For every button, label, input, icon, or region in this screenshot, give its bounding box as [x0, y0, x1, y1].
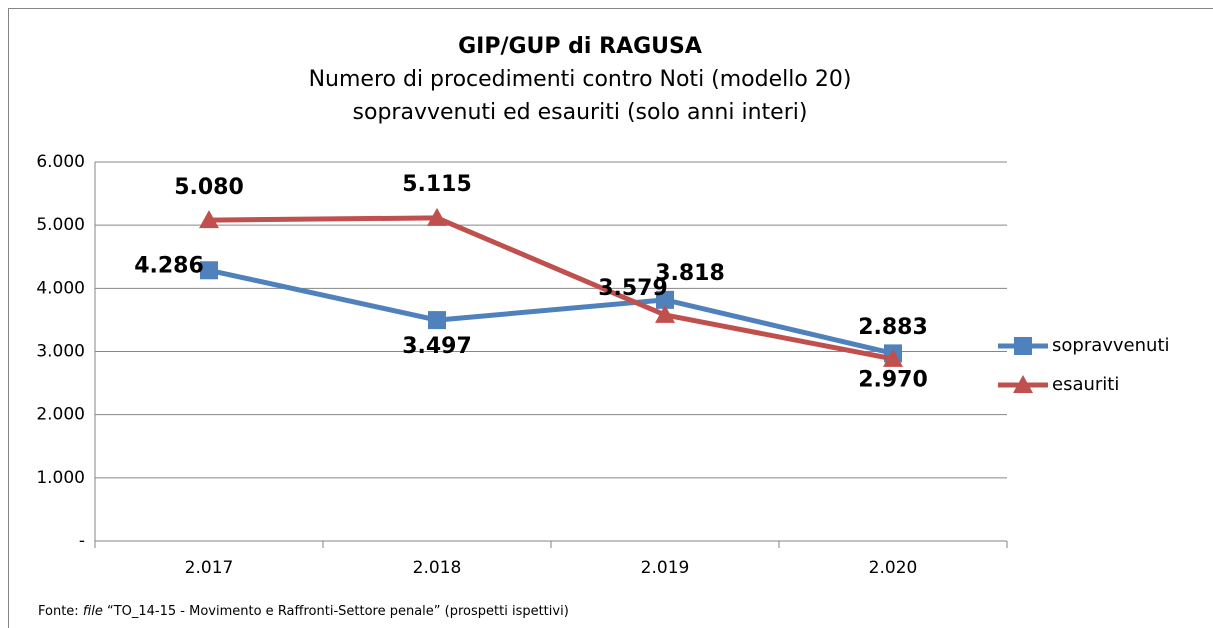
- point: [656, 290, 674, 309]
- data-label: 5.115: [402, 172, 472, 197]
- x-tick-label: 2.017: [185, 558, 234, 578]
- y-tick-label: 5.000: [36, 215, 85, 235]
- y-tick-label: 1.000: [36, 468, 85, 488]
- legend-label: esauriti: [1052, 374, 1119, 395]
- point: [200, 261, 218, 280]
- point: [655, 304, 675, 323]
- data-label: 3.818: [655, 261, 725, 286]
- y-tick-label: 6.000: [36, 152, 85, 172]
- data-label: 4.286: [134, 253, 204, 278]
- y-tick-label: 2.000: [36, 405, 85, 425]
- legend-label: sopravvenuti: [1052, 335, 1170, 356]
- source-note: Fonte: file “TO_14-15 - Movimento e Raff…: [38, 604, 569, 619]
- line: [208, 267, 894, 356]
- legend-marker: [1013, 375, 1033, 393]
- source-prefix: Fonte:: [38, 604, 79, 619]
- data-label: 2.970: [858, 367, 928, 392]
- data-label: 3.579: [598, 276, 668, 301]
- y-tick-label: 3.000: [36, 342, 85, 362]
- data-label: 5.080: [174, 175, 244, 200]
- point: [199, 210, 219, 229]
- point: [428, 311, 446, 330]
- chart-subtitle: Numero di procedimenti contro Noti (mode…: [309, 67, 852, 92]
- line: [208, 215, 894, 362]
- chart-border: [8, 8, 1213, 628]
- x-tick-label: 2.018: [413, 558, 462, 578]
- legend-marker: [1014, 337, 1032, 355]
- y-tick-label: 4.000: [36, 278, 85, 298]
- chart-subtitle: sopravvenuti ed esauriti (solo anni inte…: [353, 100, 808, 125]
- y-tick-label: -: [79, 531, 85, 551]
- source-italic: file: [83, 604, 103, 619]
- point: [427, 207, 447, 226]
- source-text: “TO_14-15 - Movimento e Raffronti-Settor…: [107, 604, 569, 619]
- data-label: 2.883: [858, 315, 928, 340]
- chart-title: GIP/GUP di RAGUSA: [458, 34, 702, 59]
- data-label: 3.497: [402, 334, 472, 359]
- x-tick-label: 2.020: [869, 558, 918, 578]
- point: [883, 348, 903, 367]
- x-tick-label: 2.019: [641, 558, 690, 578]
